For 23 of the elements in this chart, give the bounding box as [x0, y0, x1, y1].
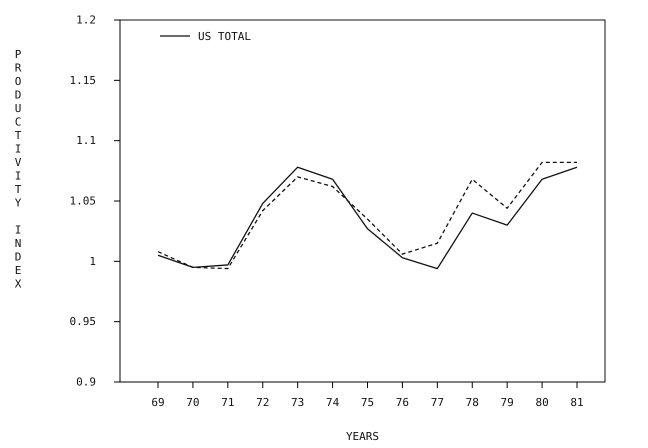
x-tick-label: 76	[396, 396, 410, 409]
x-tick-label: 74	[326, 396, 340, 409]
x-tick-label: 71	[221, 396, 234, 409]
legend-label: US TOTAL	[198, 30, 252, 43]
y-tick-label: 0.95	[70, 315, 96, 328]
x-tick-label: 69	[151, 396, 165, 409]
y-tick-label: 1.15	[70, 74, 96, 87]
x-tick-label: 72	[256, 396, 270, 409]
x-tick-label: 80	[535, 396, 549, 409]
y-tick-label: 1	[89, 254, 96, 268]
x-tick-label: 79	[500, 396, 514, 409]
x-tick-label: 73	[291, 396, 304, 409]
text: PRODUCTIVITY INDEX	[14, 48, 22, 290]
y-tick-label: 1.1	[76, 134, 96, 148]
x-tick-label: 77	[430, 396, 444, 409]
y-tick-label: 1.2	[76, 14, 96, 27]
y-tick-label: 0.9	[76, 376, 96, 389]
x-tick-label: 78	[466, 396, 479, 409]
x-tick-label: 81	[570, 396, 584, 409]
x-axis-title: YEARS	[346, 430, 380, 443]
y-tick-label: 1.05	[70, 194, 96, 208]
x-tick-label: 70	[186, 396, 200, 409]
x-tick-label: 75	[360, 396, 374, 409]
